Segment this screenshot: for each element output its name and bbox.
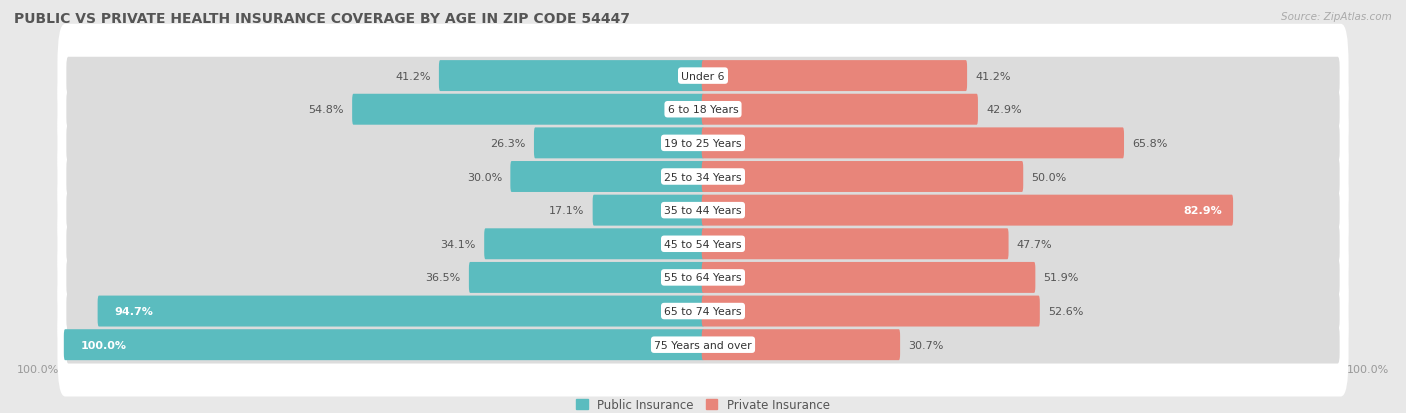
FancyBboxPatch shape <box>66 192 1340 230</box>
FancyBboxPatch shape <box>593 195 704 226</box>
Text: 36.5%: 36.5% <box>426 273 461 283</box>
Text: 35 to 44 Years: 35 to 44 Years <box>664 206 742 216</box>
FancyBboxPatch shape <box>66 91 1340 129</box>
Text: 6 to 18 Years: 6 to 18 Years <box>668 105 738 115</box>
FancyBboxPatch shape <box>702 296 1040 327</box>
FancyBboxPatch shape <box>66 57 1340 95</box>
Text: 30.7%: 30.7% <box>908 340 943 350</box>
FancyBboxPatch shape <box>58 126 1348 229</box>
FancyBboxPatch shape <box>58 293 1348 396</box>
Text: 25 to 34 Years: 25 to 34 Years <box>664 172 742 182</box>
Text: 42.9%: 42.9% <box>986 105 1022 115</box>
Text: 100.0%: 100.0% <box>17 364 59 374</box>
Text: 50.0%: 50.0% <box>1032 172 1067 182</box>
Text: 17.1%: 17.1% <box>548 206 585 216</box>
FancyBboxPatch shape <box>484 229 704 260</box>
FancyBboxPatch shape <box>534 128 704 159</box>
Text: 100.0%: 100.0% <box>1347 364 1389 374</box>
Text: 30.0%: 30.0% <box>467 172 502 182</box>
Text: 82.9%: 82.9% <box>1184 206 1222 216</box>
FancyBboxPatch shape <box>702 128 1123 159</box>
Text: 41.2%: 41.2% <box>395 71 430 81</box>
Text: 41.2%: 41.2% <box>976 71 1011 81</box>
Text: 75 Years and over: 75 Years and over <box>654 340 752 350</box>
FancyBboxPatch shape <box>439 61 704 92</box>
FancyBboxPatch shape <box>702 229 1008 260</box>
Text: 94.7%: 94.7% <box>115 306 153 316</box>
FancyBboxPatch shape <box>58 58 1348 161</box>
FancyBboxPatch shape <box>66 326 1340 364</box>
FancyBboxPatch shape <box>702 195 1233 226</box>
FancyBboxPatch shape <box>66 158 1340 196</box>
Text: 52.6%: 52.6% <box>1047 306 1084 316</box>
FancyBboxPatch shape <box>702 61 967 92</box>
FancyBboxPatch shape <box>702 262 1035 293</box>
Legend: Public Insurance, Private Insurance: Public Insurance, Private Insurance <box>576 398 830 411</box>
FancyBboxPatch shape <box>58 192 1348 296</box>
Text: 34.1%: 34.1% <box>440 239 475 249</box>
FancyBboxPatch shape <box>352 95 704 126</box>
FancyBboxPatch shape <box>97 296 704 327</box>
FancyBboxPatch shape <box>58 260 1348 363</box>
Text: 54.8%: 54.8% <box>308 105 344 115</box>
FancyBboxPatch shape <box>58 159 1348 262</box>
FancyBboxPatch shape <box>58 92 1348 195</box>
Text: 65.8%: 65.8% <box>1132 138 1168 149</box>
FancyBboxPatch shape <box>702 95 979 126</box>
Text: PUBLIC VS PRIVATE HEALTH INSURANCE COVERAGE BY AGE IN ZIP CODE 54447: PUBLIC VS PRIVATE HEALTH INSURANCE COVER… <box>14 12 630 26</box>
FancyBboxPatch shape <box>510 161 704 192</box>
FancyBboxPatch shape <box>66 125 1340 162</box>
Text: Source: ZipAtlas.com: Source: ZipAtlas.com <box>1281 12 1392 22</box>
FancyBboxPatch shape <box>66 292 1340 330</box>
FancyBboxPatch shape <box>66 259 1340 297</box>
Text: 47.7%: 47.7% <box>1017 239 1053 249</box>
FancyBboxPatch shape <box>58 25 1348 128</box>
FancyBboxPatch shape <box>58 226 1348 330</box>
Text: Under 6: Under 6 <box>682 71 724 81</box>
FancyBboxPatch shape <box>63 330 704 360</box>
Text: 51.9%: 51.9% <box>1043 273 1078 283</box>
Text: 45 to 54 Years: 45 to 54 Years <box>664 239 742 249</box>
Text: 65 to 74 Years: 65 to 74 Years <box>664 306 742 316</box>
FancyBboxPatch shape <box>468 262 704 293</box>
Text: 100.0%: 100.0% <box>82 340 127 350</box>
Text: 55 to 64 Years: 55 to 64 Years <box>664 273 742 283</box>
FancyBboxPatch shape <box>702 161 1024 192</box>
FancyBboxPatch shape <box>702 330 900 360</box>
FancyBboxPatch shape <box>66 225 1340 263</box>
Text: 26.3%: 26.3% <box>491 138 526 149</box>
Text: 19 to 25 Years: 19 to 25 Years <box>664 138 742 149</box>
